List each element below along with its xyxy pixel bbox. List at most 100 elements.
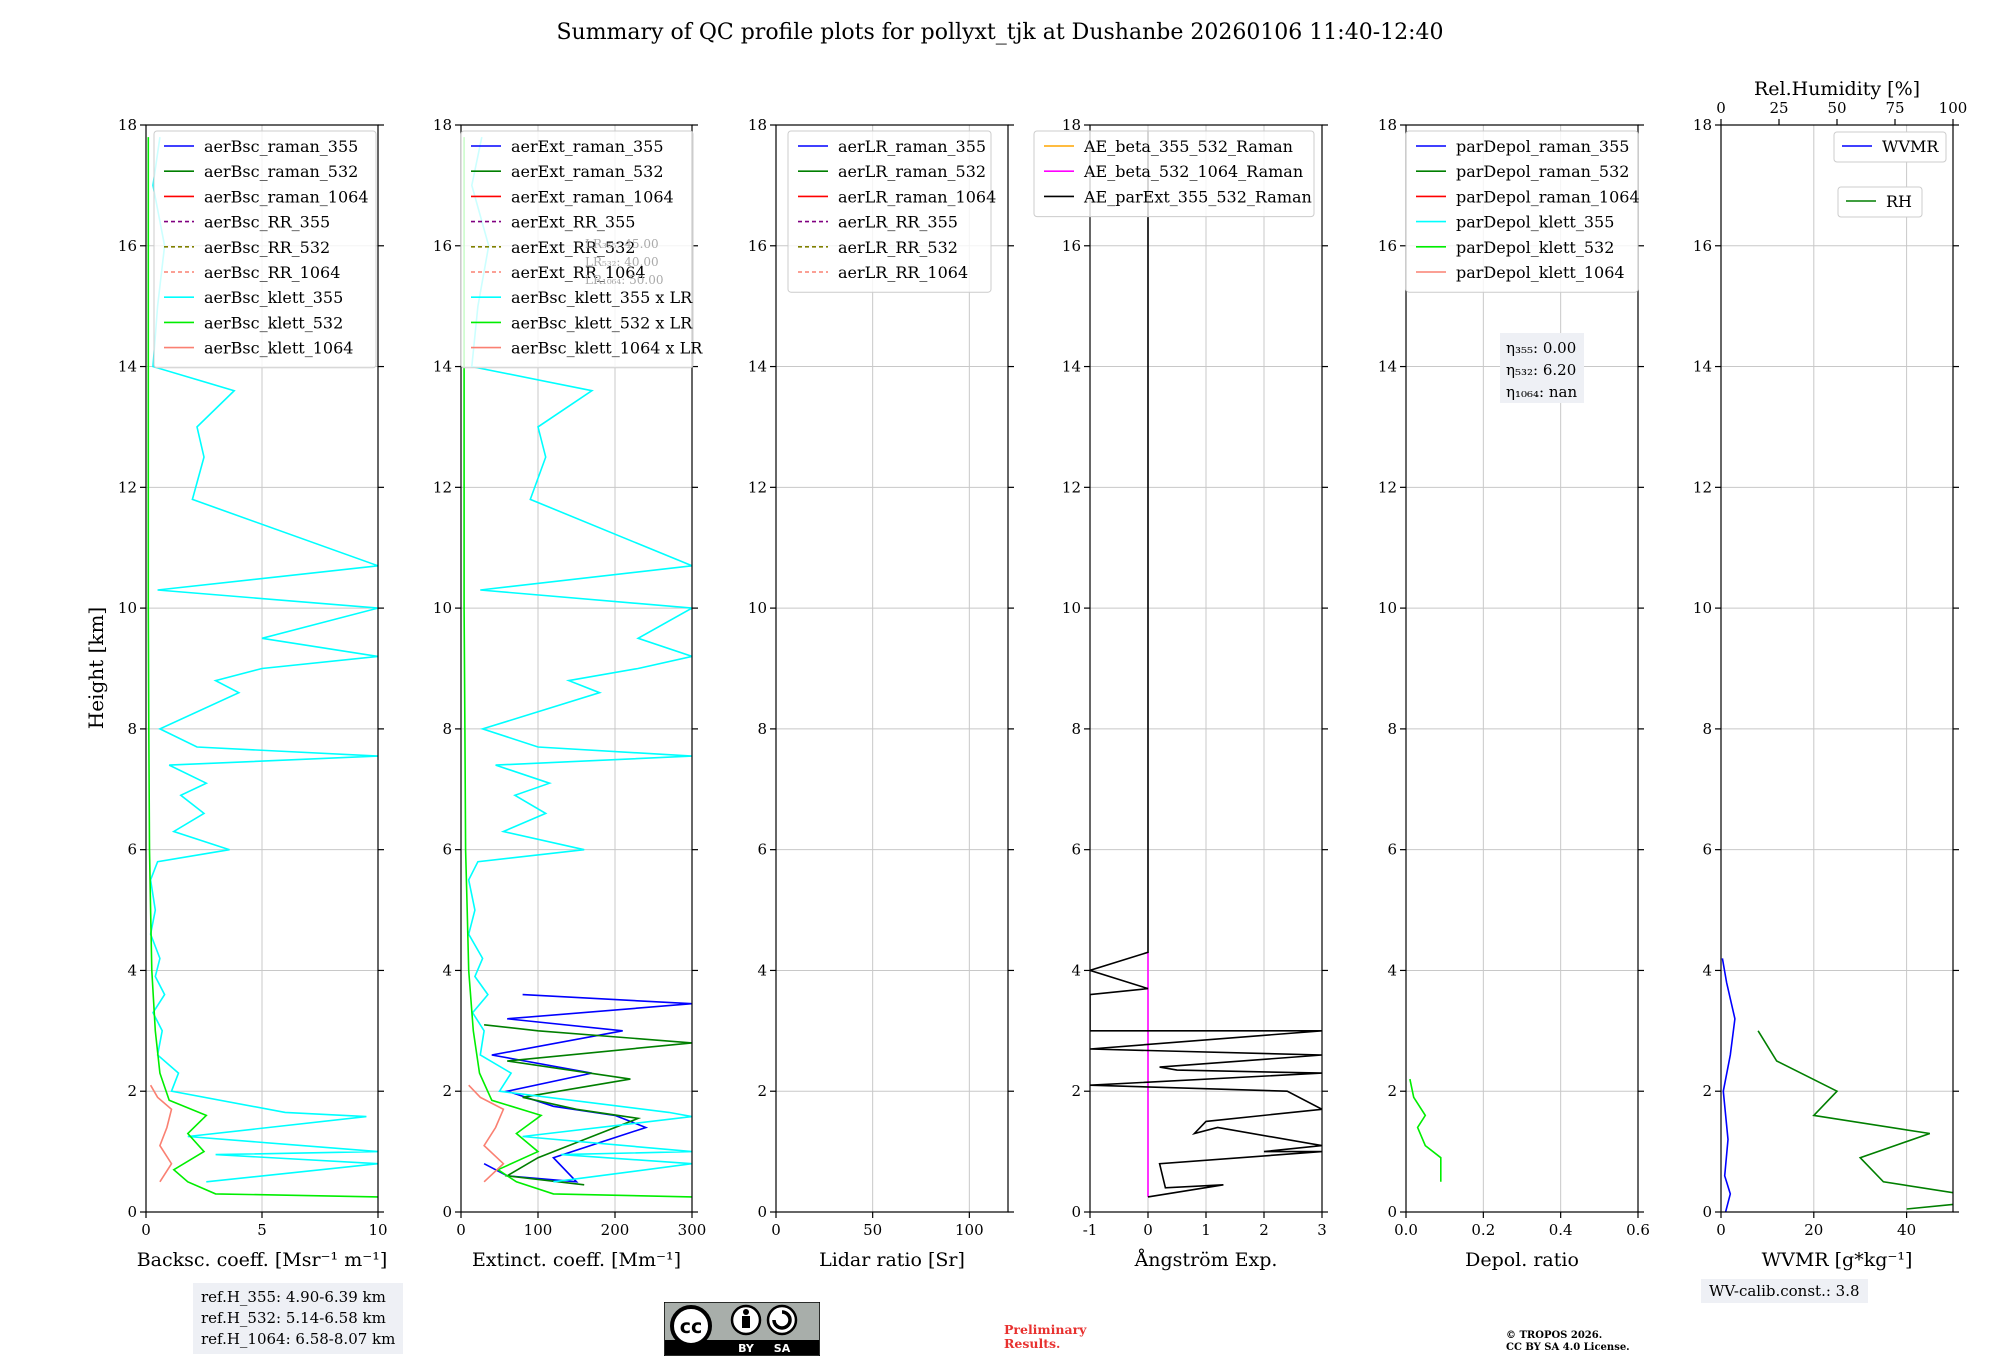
y-tick-label: 8 bbox=[757, 720, 767, 738]
panel-1: 0 2 4 6 8 10 12 14 16 18 0 5 10 Backsc. coeff. [Msr⁻¹… bbox=[118, 116, 388, 1271]
y-tick-label: 0 bbox=[757, 1203, 767, 1221]
copyright-note: © TROPOS 2026. CC BY SA 4.0 License. bbox=[1506, 1330, 1630, 1354]
y-tick-label: 12 bbox=[1062, 478, 1081, 496]
x-axis-label: Ångström Exp. bbox=[1134, 1249, 1278, 1271]
axes-frame bbox=[1720, 124, 1954, 1213]
x-tick-label: 2 bbox=[1259, 1221, 1269, 1239]
series-line-parDepol_klett_532 bbox=[1409, 1078, 1442, 1182]
legend-label: AE_beta_355_532_Raman bbox=[1083, 137, 1293, 156]
x-tick-label: 40 bbox=[1897, 1221, 1916, 1239]
x2-tick-label: 0 bbox=[1716, 99, 1726, 117]
eta-annotation: η₃₅₅: 0.00 bbox=[1506, 339, 1576, 357]
legend-label: aerExt_RR_355 bbox=[511, 213, 635, 232]
x2-tick-label: 50 bbox=[1827, 99, 1846, 117]
legend-label: aerLR_RR_355 bbox=[838, 213, 958, 232]
y-tick-label: 14 bbox=[1378, 358, 1397, 376]
legend-label: aerBsc_raman_1064 bbox=[204, 187, 369, 206]
y-tick-label: 0 bbox=[442, 1203, 452, 1221]
x-axis-label: Backsc. coeff. [Msr⁻¹ m⁻¹] bbox=[137, 1249, 388, 1271]
legend-label: aerLR_raman_532 bbox=[838, 162, 986, 181]
y-tick-label: 14 bbox=[1693, 358, 1712, 376]
x-tick-label: 5 bbox=[257, 1221, 267, 1239]
x-tick-label: 0.4 bbox=[1549, 1221, 1573, 1239]
x-tick-label: 0.6 bbox=[1626, 1221, 1650, 1239]
y-tick-label: 6 bbox=[757, 841, 767, 859]
x-tick-label: 0 bbox=[456, 1221, 466, 1239]
legend-label: parDepol_klett_532 bbox=[1456, 238, 1614, 257]
x-axis-label: Extinct. coeff. [Mm⁻¹] bbox=[472, 1249, 681, 1271]
y-tick-label: 2 bbox=[1071, 1082, 1081, 1100]
plot-area bbox=[463, 136, 692, 1198]
x-tick-label: -1 bbox=[1083, 1221, 1098, 1239]
plot-area bbox=[1409, 1078, 1442, 1182]
legend-box bbox=[1033, 130, 1315, 218]
wv-calibration-box: WV-calib.const.: 3.8 bbox=[1701, 1279, 1868, 1303]
y-axis-label: Height [km] bbox=[84, 607, 108, 729]
sa-text: SA bbox=[774, 1342, 791, 1355]
y-tick-label: 4 bbox=[1702, 961, 1712, 979]
eta-annotation: η₁₀₆₄: nan bbox=[1506, 383, 1577, 401]
y-tick-label: 8 bbox=[442, 720, 452, 738]
y-tick-label: 16 bbox=[1062, 237, 1081, 255]
legend-label: aerBsc_klett_355 bbox=[204, 288, 343, 307]
legend-rh: RH bbox=[1837, 186, 1923, 218]
legend-label: aerExt_raman_532 bbox=[511, 162, 664, 181]
series-line-aerBsc_klett_355 x LR bbox=[467, 136, 692, 1183]
annotation-box: LR₃₅₅: 45.00 LR₅₃₂: 40.00 LR₁₀₆₄: 50.00 bbox=[585, 237, 663, 287]
legend-label: aerBsc_klett_532 x LR bbox=[511, 313, 693, 332]
x-axis-label: Depol. ratio bbox=[1465, 1249, 1579, 1271]
y-tick-label: 18 bbox=[1062, 116, 1081, 134]
y-tick-label: 10 bbox=[1693, 599, 1712, 617]
sa-icon bbox=[766, 1304, 798, 1336]
legend-box bbox=[153, 130, 377, 369]
cc-license-badge: cc BY SA bbox=[663, 1301, 821, 1357]
y-tick-label: 6 bbox=[1071, 841, 1081, 859]
x2-axis-label: Rel.Humidity [%] bbox=[1754, 78, 1920, 100]
series-line-aerBsc_klett_1064 x LR bbox=[468, 1084, 505, 1183]
y-tick-label: 0 bbox=[1702, 1203, 1712, 1221]
y-tick-label: 6 bbox=[1387, 841, 1397, 859]
ref-height-355: ref.H_355: 4.90-6.39 km bbox=[201, 1288, 386, 1306]
copyright-line-1: © TROPOS 2026. bbox=[1506, 1330, 1603, 1341]
y-tick-label: 10 bbox=[1062, 599, 1081, 617]
legend: AE_beta_355_532_Raman AE_beta_532_1064_Ra… bbox=[1033, 130, 1315, 218]
legend-box bbox=[787, 130, 992, 293]
panel-2: 0 2 4 6 8 10 12 14 16 18 0 100 200 300 Extinct. coeff.… bbox=[433, 116, 706, 1271]
y-tick-label: 16 bbox=[433, 237, 452, 255]
legend-box bbox=[1833, 131, 1947, 163]
legend-label: parDepol_raman_1064 bbox=[1456, 187, 1640, 206]
legend-label: aerBsc_RR_1064 bbox=[204, 263, 340, 282]
x2-tick-label: 25 bbox=[1769, 99, 1788, 117]
legend-label: aerLR_raman_355 bbox=[838, 137, 986, 156]
legend-label: aerBsc_raman_355 bbox=[204, 137, 358, 156]
series-line-WVMR bbox=[1721, 958, 1736, 1212]
y-tick-label: 6 bbox=[1702, 841, 1712, 859]
y-tick-label: 12 bbox=[1378, 478, 1397, 496]
series-line-aerBsc_klett_532 bbox=[147, 137, 378, 1198]
ref-height-532: ref.H_532: 5.14-6.58 km bbox=[201, 1309, 386, 1327]
y-tick-label: 10 bbox=[748, 599, 767, 617]
y-tick-label: 16 bbox=[748, 237, 767, 255]
x-axis-label: Lidar ratio [Sr] bbox=[819, 1249, 965, 1271]
y-tick-label: 12 bbox=[118, 478, 137, 496]
y-tick-label: 2 bbox=[127, 1082, 137, 1100]
legend: aerLR_raman_355 aerLR_raman_532 aerLR_rama… bbox=[787, 130, 996, 293]
axes-frame bbox=[775, 124, 1009, 1213]
legend-label: aerLR_raman_1064 bbox=[838, 187, 996, 206]
y-tick-label: 12 bbox=[1693, 478, 1712, 496]
x-tick-label: 300 bbox=[678, 1221, 707, 1239]
x-tick-label: 0 bbox=[1143, 1221, 1153, 1239]
x-tick-label: 3 bbox=[1317, 1221, 1327, 1239]
plot-area bbox=[1090, 131, 1322, 1198]
y-tick-label: 16 bbox=[1378, 237, 1397, 255]
legend: aerExt_raman_355 aerExt_raman_532 aerExt_r… bbox=[460, 130, 703, 369]
y-tick-label: 12 bbox=[748, 478, 767, 496]
y-tick-label: 2 bbox=[1387, 1082, 1397, 1100]
legend-label: parDepol_klett_1064 bbox=[1456, 263, 1625, 282]
reference-height-box: ref.H_355: 4.90-6.39 km ref.H_532: 5.14-… bbox=[193, 1283, 404, 1354]
x-tick-label: 50 bbox=[863, 1221, 882, 1239]
axes-frame bbox=[1405, 124, 1639, 1213]
legend-label: WVMR bbox=[1882, 137, 1939, 156]
series-line-RH bbox=[1757, 1030, 1953, 1210]
